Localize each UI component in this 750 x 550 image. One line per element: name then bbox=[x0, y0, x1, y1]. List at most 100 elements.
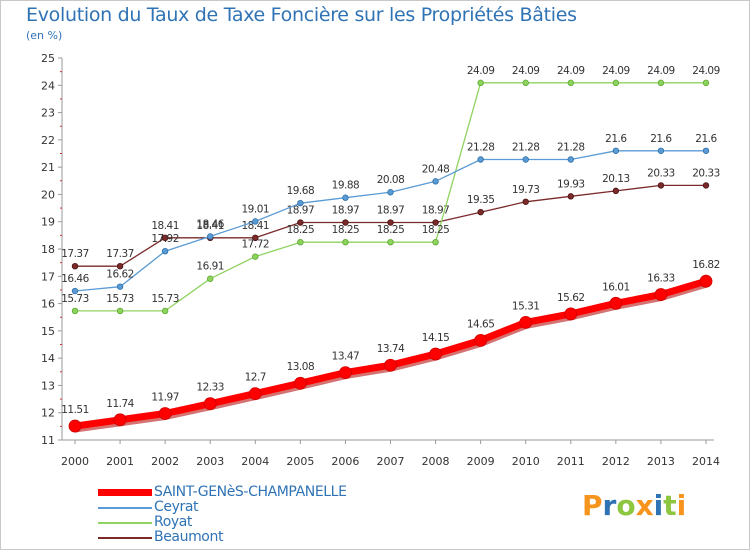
data-point bbox=[161, 247, 169, 255]
data-point bbox=[297, 219, 304, 226]
data-point bbox=[161, 234, 169, 242]
data-label: 21.6 bbox=[650, 133, 672, 145]
data-point bbox=[68, 419, 82, 433]
x-tick-label: 2006 bbox=[331, 455, 359, 468]
data-label: 15.73 bbox=[106, 293, 134, 305]
data-point bbox=[116, 307, 124, 315]
data-label: 18.41 bbox=[151, 220, 179, 232]
x-tick-label: 2009 bbox=[467, 455, 495, 468]
data-point bbox=[519, 315, 533, 329]
data-point bbox=[654, 288, 668, 301]
x-tick-label: 2003 bbox=[196, 455, 224, 468]
data-point bbox=[567, 156, 574, 163]
data-point bbox=[207, 233, 214, 240]
y-tick-label: 25 bbox=[41, 52, 55, 65]
data-label: 18.97 bbox=[377, 205, 405, 217]
data-point bbox=[474, 334, 488, 347]
y-tick-label: 11 bbox=[41, 434, 55, 447]
y-tick-label: 18 bbox=[41, 243, 55, 256]
data-point bbox=[612, 79, 620, 87]
data-label: 13.74 bbox=[377, 343, 405, 355]
data-label: 15.73 bbox=[151, 293, 179, 305]
logo-letter: o bbox=[616, 489, 636, 522]
x-tick-label: 2004 bbox=[241, 455, 269, 468]
y-tick-label: 16 bbox=[41, 298, 55, 311]
data-point bbox=[203, 397, 217, 411]
data-point bbox=[432, 178, 439, 185]
data-point bbox=[113, 413, 127, 427]
data-point bbox=[339, 366, 352, 380]
data-label: 18.41 bbox=[196, 220, 224, 232]
data-point bbox=[432, 219, 439, 226]
data-point bbox=[71, 287, 79, 295]
data-label: 18.97 bbox=[287, 205, 315, 217]
data-point bbox=[252, 218, 259, 225]
legend-swatch bbox=[98, 507, 152, 509]
legend-swatch bbox=[98, 489, 152, 496]
data-label: 20.13 bbox=[602, 173, 630, 185]
x-tick-label: 2001 bbox=[106, 455, 134, 468]
data-point bbox=[429, 347, 442, 361]
data-label: 21.6 bbox=[695, 133, 717, 145]
data-label: 18.25 bbox=[287, 224, 315, 236]
x-tick-label: 2012 bbox=[602, 455, 630, 468]
x-tick-label: 2010 bbox=[512, 455, 540, 468]
data-label: 15.31 bbox=[512, 300, 540, 312]
x-tick-label: 2011 bbox=[557, 455, 585, 468]
data-label: 20.33 bbox=[647, 167, 675, 179]
data-label: 20.48 bbox=[422, 163, 450, 175]
data-label: 19.35 bbox=[467, 194, 495, 206]
data-label: 17.92 bbox=[151, 233, 179, 245]
data-label: 19.73 bbox=[512, 184, 540, 196]
data-point bbox=[252, 253, 259, 260]
proxiti-logo: Proxiti bbox=[582, 489, 686, 522]
data-point bbox=[609, 296, 623, 310]
y-tick-label: 13 bbox=[41, 379, 55, 392]
data-label: 19.93 bbox=[557, 178, 585, 190]
y-tick-label: 24 bbox=[41, 79, 55, 92]
data-label: 24.09 bbox=[692, 65, 720, 77]
y-tick-label: 22 bbox=[41, 134, 55, 147]
data-label: 18.41 bbox=[242, 220, 270, 232]
data-point bbox=[522, 79, 529, 87]
legend-label: Beaumont bbox=[154, 529, 224, 545]
data-label: 17.72 bbox=[242, 239, 270, 251]
data-point bbox=[702, 79, 710, 87]
y-tick-label: 17 bbox=[41, 270, 55, 283]
x-tick-label: 2013 bbox=[647, 455, 675, 468]
data-point bbox=[293, 376, 307, 390]
data-label: 24.09 bbox=[512, 65, 540, 77]
y-tick-label: 12 bbox=[41, 407, 55, 420]
y-tick-label: 23 bbox=[41, 107, 55, 120]
chart-subtitle: (en %) bbox=[26, 29, 63, 42]
data-point bbox=[657, 182, 665, 189]
data-label: 17.37 bbox=[106, 248, 134, 260]
data-point bbox=[612, 147, 620, 154]
data-point bbox=[522, 156, 529, 163]
data-point bbox=[387, 238, 394, 246]
data-label: 24.09 bbox=[647, 65, 675, 77]
data-label: 14.65 bbox=[467, 318, 495, 330]
logo-letter: i bbox=[653, 489, 664, 522]
data-label: 24.09 bbox=[602, 65, 630, 77]
data-label: 15.73 bbox=[61, 293, 89, 305]
data-point bbox=[564, 307, 578, 321]
data-label: 17.37 bbox=[61, 248, 89, 260]
data-label: 18.25 bbox=[422, 224, 450, 236]
logo-letter: t bbox=[663, 489, 677, 522]
data-point bbox=[297, 238, 304, 246]
data-point bbox=[71, 307, 79, 315]
data-point bbox=[252, 234, 259, 242]
data-label: 19.88 bbox=[332, 180, 360, 192]
data-label: 12.33 bbox=[196, 382, 224, 394]
data-point bbox=[384, 358, 397, 372]
data-point bbox=[248, 387, 262, 401]
data-label: 16.62 bbox=[106, 269, 134, 281]
y-tick-label: 20 bbox=[41, 188, 55, 201]
logo-letter: P bbox=[582, 489, 603, 522]
data-label: 21.6 bbox=[605, 133, 627, 145]
data-label: 18.97 bbox=[332, 205, 360, 217]
logo-letter: r bbox=[602, 489, 617, 522]
legend-label: Ceyrat bbox=[154, 499, 199, 515]
series-line-2 bbox=[74, 82, 707, 312]
